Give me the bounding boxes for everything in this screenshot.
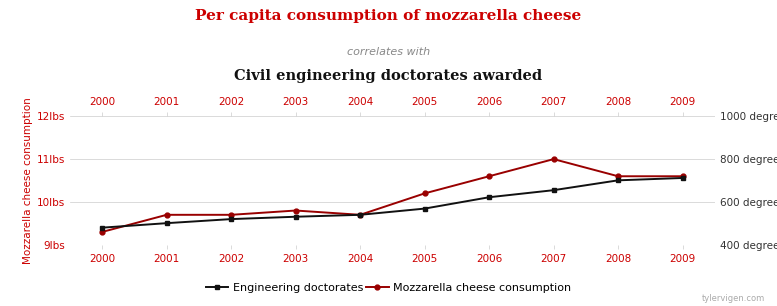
Text: Civil engineering doctorates awarded: Civil engineering doctorates awarded bbox=[235, 69, 542, 83]
Y-axis label: Mozzarella cheese consumption: Mozzarella cheese consumption bbox=[23, 97, 33, 264]
Legend: Engineering doctorates, Mozzarella cheese consumption: Engineering doctorates, Mozzarella chees… bbox=[201, 278, 576, 297]
Text: tylervigen.com: tylervigen.com bbox=[702, 294, 765, 303]
Text: correlates with: correlates with bbox=[347, 47, 430, 58]
Text: Per capita consumption of mozzarella cheese: Per capita consumption of mozzarella che… bbox=[195, 9, 582, 23]
